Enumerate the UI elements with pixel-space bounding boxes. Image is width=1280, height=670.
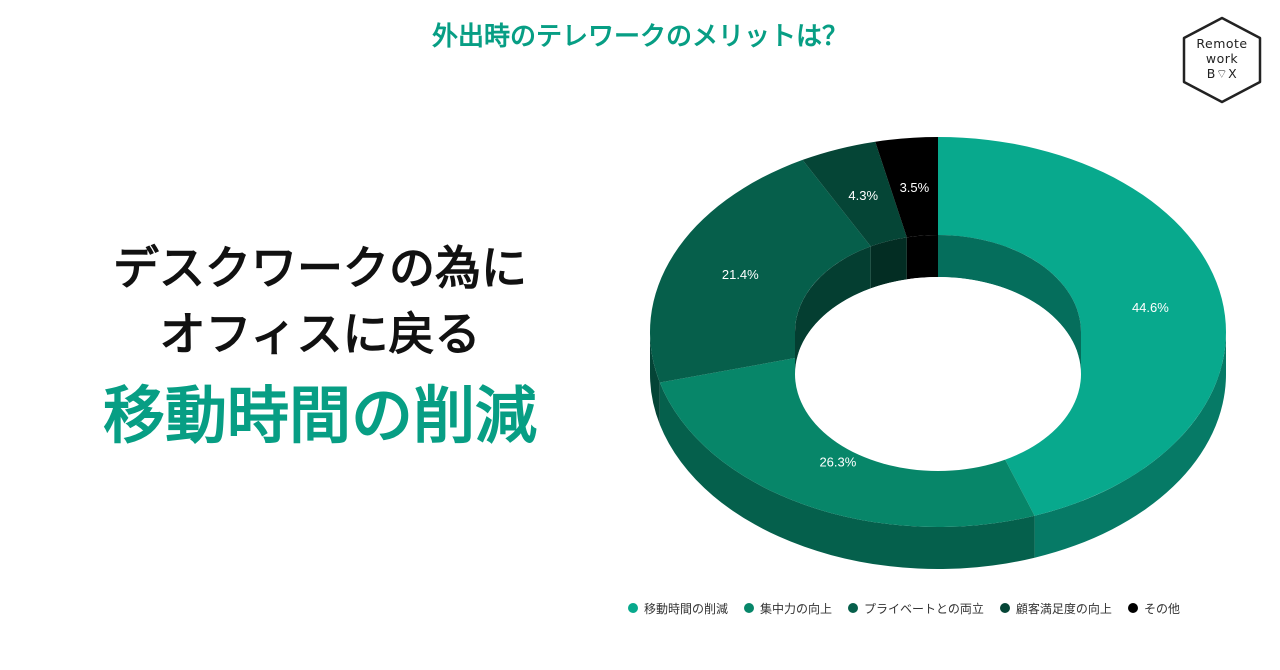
legend-label: 集中力の向上 — [760, 601, 833, 616]
legend-item-0: 移動時間の削減 — [628, 600, 728, 617]
page-title: 外出時のテレワークのメリットは？ — [431, 22, 848, 52]
hexagon-logo-icon — [1182, 16, 1262, 104]
legend-dot-icon — [744, 603, 755, 613]
slice-wall-0 — [1034, 332, 1226, 558]
legend-label: プライベートとの両立 — [864, 601, 984, 616]
legend-item-1: 集中力の向上 — [744, 600, 832, 617]
slice-wall-1 — [659, 382, 1035, 569]
legend-dot-icon — [628, 603, 638, 613]
headline-line-1: デスクワークの為に — [113, 241, 527, 295]
data-label-1: 26.3% — [819, 454, 856, 469]
slice-3 — [802, 141, 907, 247]
donut-chart: 44.6% 26.3% 21.4% 4.3% 3.5% — [649, 137, 1226, 569]
legend-dot-icon — [848, 603, 859, 613]
legend-dot-icon — [1127, 603, 1138, 613]
data-label-4: 3.5% — [900, 180, 930, 195]
slice-2 — [649, 159, 871, 383]
slice-wall-2 — [650, 332, 660, 425]
chart-legend: 移動時間の削減 集中力の向上 プライベートとの両立 顧客満足度の向上 その他 — [628, 599, 1268, 617]
legend-item-4: その他 — [1127, 600, 1180, 617]
slice-4 — [875, 137, 938, 238]
legend-item-2: プライベートとの両立 — [848, 600, 984, 617]
slice-inner-wall-4-0 — [906, 235, 938, 280]
slice-inner-wall-0-0 — [938, 235, 1081, 374]
data-label-2: 21.4% — [722, 267, 759, 282]
logo-line-2: work — [1205, 51, 1239, 66]
legend-label: 移動時間の削減 — [644, 601, 729, 616]
slice-inner-wall-3-0 — [870, 237, 907, 289]
legend-label: その他 — [1143, 601, 1180, 616]
legend-label: 顧客満足度の向上 — [1015, 601, 1112, 616]
data-label-0: 44.6% — [1132, 300, 1169, 315]
headline-line-2: オフィスに戻る — [159, 307, 481, 361]
legend-item-3: 顧客満足度の向上 — [999, 600, 1112, 617]
data-label-3: 4.3% — [848, 188, 878, 203]
logo-line-3: B⌔X — [1206, 66, 1238, 81]
headline-emphasis: 移動時間の削減 — [102, 379, 537, 452]
donut-hole — [795, 277, 1081, 471]
remote-work-box-logo: Remote work B⌔X — [1180, 14, 1264, 106]
logo-line-1: Remote — [1196, 36, 1248, 51]
slice-inner-wall-2-0 — [795, 246, 871, 374]
legend-dot-icon — [999, 603, 1010, 613]
